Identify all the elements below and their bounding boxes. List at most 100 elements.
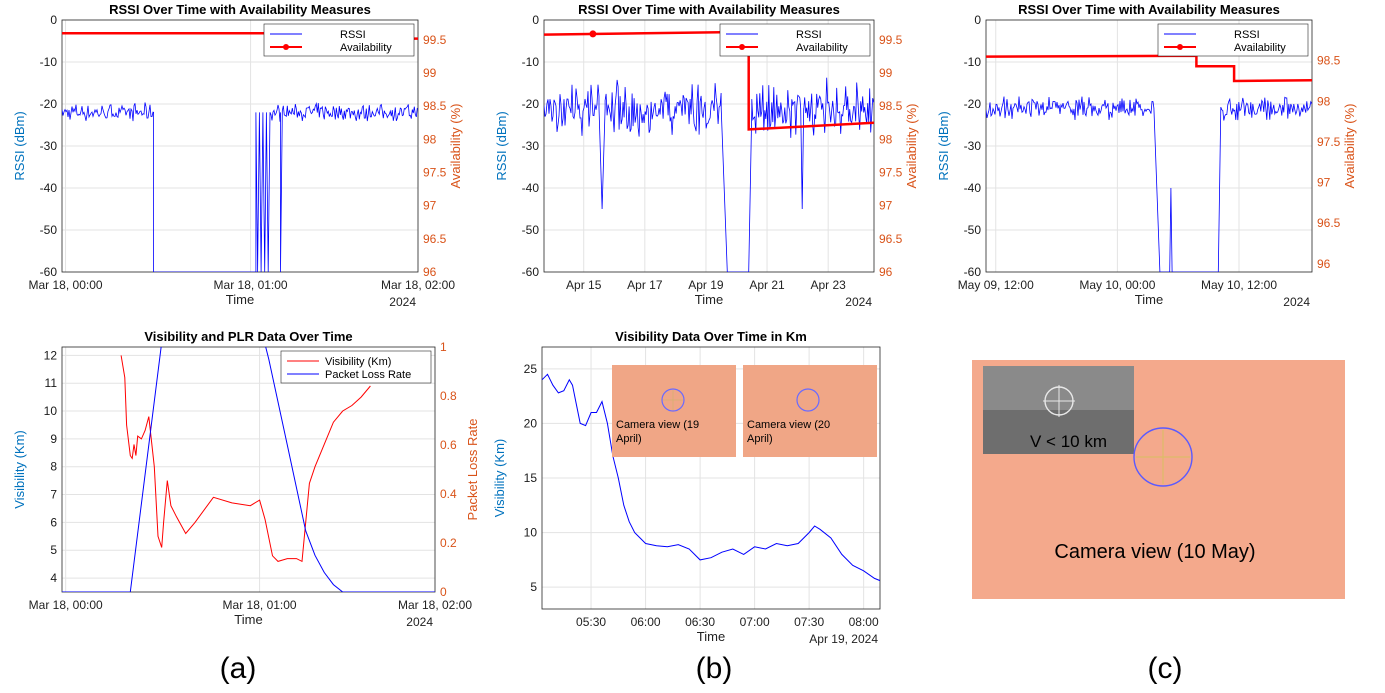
y-tick-left-3: -30 <box>964 139 982 153</box>
series-packet-loss-rate-line <box>62 347 435 592</box>
y-tick-left-5: -50 <box>964 223 982 237</box>
y-tick-left-6: -60 <box>40 265 58 279</box>
x-tick-0: Mar 18, 00:00 <box>29 278 103 292</box>
panel-label-a: (a) <box>220 652 257 685</box>
y-axis-label-right: Availability (%) <box>904 103 919 188</box>
y-tick-left-2: -20 <box>522 97 540 111</box>
chart-title: RSSI Over Time with Availability Measure… <box>109 2 371 17</box>
x-tick-1: Mar 18, 01:00 <box>223 598 297 612</box>
legend-box <box>1157 23 1309 57</box>
y-axis-label-left: Visibility (Km) <box>492 439 507 518</box>
y-axis-label-right: Availability (%) <box>448 103 463 188</box>
x-tick-1: Mar 18, 01:00 <box>214 278 288 292</box>
legend-marker-1 <box>739 44 745 50</box>
plot-frame <box>541 346 881 610</box>
x-axis-label: Time <box>697 629 725 644</box>
x-tick-4: Apr 23 <box>810 278 846 292</box>
y-axis-label-left: RSSI (dBm) <box>12 111 27 180</box>
camera-inset-20-april: Camera view (20 April) <box>743 365 877 457</box>
x-tick-2: May 10, 12:00 <box>1201 278 1277 292</box>
x-tick-2: Mar 18, 02:00 <box>398 598 472 612</box>
plot-frame <box>61 346 436 593</box>
legend-label-1: Packet Loss Rate <box>325 369 411 381</box>
target-circle-20 <box>796 388 820 412</box>
camera-inset-19-caption: Camera view (19 April) <box>616 419 699 445</box>
y-tick-left-1: -10 <box>40 55 58 69</box>
y-tick-left-4: -40 <box>522 181 540 195</box>
y-tick-right-0: 99.5 <box>423 33 447 47</box>
y-tick-left-4: -40 <box>40 181 58 195</box>
y-tick-right-2: 97.5 <box>1317 135 1341 149</box>
y-tick-right-3: 98 <box>423 132 437 146</box>
series-visibility-km--line <box>120 355 371 563</box>
y-tick-right-2: 98.5 <box>423 99 447 113</box>
legend-label-1: Availability <box>1234 42 1286 54</box>
y-tick-left-2: 15 <box>524 471 538 485</box>
y-axis-label-left: RSSI (dBm) <box>936 111 951 180</box>
y-tick-left-1: -10 <box>964 55 982 69</box>
target-circle <box>1133 427 1193 487</box>
y-tick-left-6: -60 <box>522 265 540 279</box>
x-tick-1: May 10, 00:00 <box>1079 278 1155 292</box>
inset-caption-line: April) <box>747 433 773 445</box>
y-tick-right-5: 97 <box>423 199 437 213</box>
camera-view-10-may: V < 10 km Camera view (10 May) <box>972 360 1345 599</box>
chart-b-bottom: 25 20 15 10 5 05:30 06:00 06:30 07:00 07:30 08:00 A… <box>492 329 881 646</box>
y-tick-left-5: -50 <box>40 223 58 237</box>
y-tick-left-1: 20 <box>524 416 538 430</box>
y-tick-left-8: 4 <box>50 571 57 585</box>
y-tick-right-1: 0.8 <box>440 389 457 403</box>
y-tick-left-6: 6 <box>50 515 57 529</box>
y-tick-right-4: 97.5 <box>423 166 447 180</box>
y-tick-right-5: 0 <box>440 585 447 599</box>
y-tick-left-5: -50 <box>522 223 540 237</box>
x-year-label: Apr 19, 2024 <box>809 632 878 646</box>
y-tick-left-4: 5 <box>530 580 537 594</box>
legend-box <box>280 350 432 384</box>
x-tick-0: Mar 18, 00:00 <box>29 598 103 612</box>
y-tick-right-0: 1 <box>440 340 447 354</box>
x-tick-0: 05:30 <box>576 615 606 629</box>
camera-inset-19-april: Camera view (19 April) <box>612 365 736 457</box>
y-tick-left-7: 5 <box>50 543 57 557</box>
y-tick-left-2: -20 <box>40 97 58 111</box>
chart-c-top: 0 -10 -20 -30 -40 -50 -60 98.5 98 97.5 97 96.5 96 May… <box>936 2 1357 309</box>
y-tick-left-0: 0 <box>974 13 981 27</box>
y-tick-left-0: 25 <box>524 362 538 376</box>
y-tick-right-3: 98 <box>879 132 893 146</box>
y-axis-label-right: Availability (%) <box>1342 103 1357 188</box>
x-tick-1: Apr 17 <box>627 278 663 292</box>
x-tick-3: 07:00 <box>740 615 770 629</box>
y-tick-right-4: 96.5 <box>1317 216 1341 230</box>
legend-label-1: Availability <box>340 42 392 54</box>
chart-a-top: 0 -10 -20 -30 -40 -50 -60 99.5 99 98.5 98 97.5 97 96.… <box>12 2 463 309</box>
y-tick-right-4: 0.2 <box>440 536 457 550</box>
y-tick-left-0: 0 <box>532 13 539 27</box>
y-axis-label-left: RSSI (dBm) <box>494 111 509 180</box>
x-tick-2: 06:30 <box>685 615 715 629</box>
target-circle-19 <box>661 388 685 412</box>
y-tick-left-2: 10 <box>44 404 58 418</box>
inset-caption-line: Camera view (20 <box>747 419 830 431</box>
y-tick-left-1: 11 <box>45 376 58 390</box>
y-tick-right-1: 99 <box>879 66 893 80</box>
x-tick-0: Apr 15 <box>566 278 602 292</box>
y-tick-left-3: 10 <box>524 526 538 540</box>
x-year-label: 2024 <box>406 615 433 629</box>
series-rssi-line <box>986 96 1312 272</box>
x-tick-2: Mar 18, 02:00 <box>381 278 455 292</box>
legend-label-0: RSSI <box>796 29 822 41</box>
x-tick-3: Apr 21 <box>749 278 785 292</box>
legend-label-0: RSSI <box>340 29 366 41</box>
x-axis-label: Time <box>695 292 723 307</box>
y-tick-left-4: -40 <box>964 181 982 195</box>
series-rssi-line <box>544 77 874 272</box>
x-axis-label: Time <box>226 292 254 307</box>
camera-caption: Camera view (10 May) <box>1054 541 1255 563</box>
chart-title: Visibility Data Over Time in Km <box>615 329 807 344</box>
y-tick-left-3: -30 <box>40 139 58 153</box>
y-tick-left-1: -10 <box>522 55 540 69</box>
inset-caption-line: Camera view (19 <box>616 419 699 431</box>
